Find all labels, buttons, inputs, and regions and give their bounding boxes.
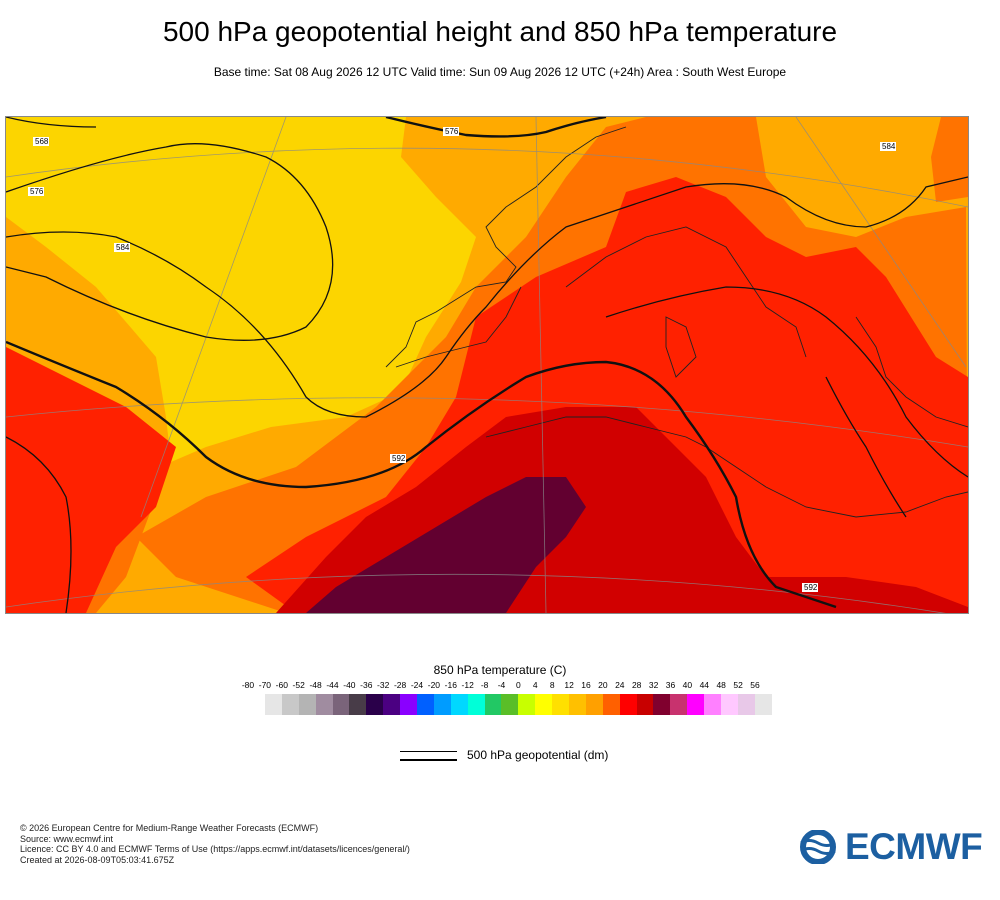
colorbar-tick-label: 8	[549, 680, 555, 690]
colorbar-swatch	[687, 694, 705, 715]
colorbar-swatch	[585, 694, 603, 715]
colorbar-swatch	[298, 694, 316, 715]
ecmwf-logo: ECMWF	[795, 826, 983, 868]
colorbar-tick-label: 24	[615, 680, 625, 690]
colorbar-tick-label: 56	[750, 680, 760, 690]
band-28-32	[6, 347, 176, 613]
ecmwf-logo-icon	[800, 830, 836, 864]
colorbar-tick-label: -52	[292, 680, 305, 690]
contour-label: 576	[445, 127, 459, 136]
colorbar-swatch	[315, 694, 333, 715]
colorbar-tick-label: 52	[733, 680, 743, 690]
chart-subtitle: Base time: Sat 08 Aug 2026 12 UTC Valid …	[213, 65, 787, 79]
contour-label: 592	[392, 454, 406, 463]
colorbar-tick-label: 48	[716, 680, 726, 690]
colorbar-tick-label: -16	[444, 680, 457, 690]
colorbar-swatch	[383, 694, 401, 715]
colorbar-swatch	[349, 694, 367, 715]
colorbar-tick-label: 40	[682, 680, 693, 690]
contour-label: 568	[35, 137, 49, 146]
colorbar-swatch	[754, 694, 772, 715]
colorbar-swatch	[518, 694, 536, 715]
colorbar-swatch	[400, 694, 418, 715]
ecmwf-logo-text: ECMWF	[845, 826, 983, 867]
colorbar-tick-label: -60	[275, 680, 288, 690]
colorbar-swatch	[281, 694, 299, 715]
colorbar-swatch	[602, 694, 620, 715]
colorbar-tick-label: -24	[410, 680, 424, 690]
band-16-20	[6, 117, 476, 462]
colorbar-swatch	[653, 694, 671, 715]
colorbar-swatch	[535, 694, 553, 715]
colorbar-tick-label: 32	[648, 680, 659, 690]
colorbar-tick-label: 12	[564, 680, 574, 690]
colorbar-tick-label: -48	[309, 680, 322, 690]
colorbar-swatch	[619, 694, 637, 715]
contour-label: 584	[882, 142, 896, 151]
footer-credits: © 2026 European Centre for Medium-Range …	[20, 823, 410, 865]
coastlines	[385, 126, 968, 518]
colorbar-swatch	[721, 694, 738, 715]
map-canvas: 568 576 576 584 592 592 584	[6, 117, 968, 613]
colorbar-swatch	[417, 694, 434, 715]
geopotential-legend-label: 500 hPa geopotential (dm)	[467, 748, 609, 762]
colorbar-tick-label: 0	[516, 680, 521, 690]
colorbar-tick-label: -70	[258, 680, 272, 690]
contour-label: 592	[804, 583, 818, 592]
colorbar-tick-label: -12	[461, 680, 474, 690]
colorbar-tick-label: -80	[241, 680, 255, 690]
chart-title: 500 hPa geopotential height and 850 hPa …	[162, 16, 838, 47]
contour-label: 576	[30, 187, 44, 196]
copyright-line: © 2026 European Centre for Medium-Range …	[20, 823, 319, 833]
colorbar-swatch	[501, 694, 519, 715]
colorbar-swatch	[737, 694, 755, 715]
colorbar-tick-label: -4	[497, 680, 506, 690]
source-line: Source: www.ecmwf.int	[20, 833, 114, 844]
colorbar-swatch	[636, 694, 654, 715]
colorbar-swatch	[433, 694, 451, 715]
licence-line: Licence: CC BY 4.0 and ECMWF Terms of Us…	[20, 844, 410, 854]
colorbar-swatch	[366, 694, 384, 715]
band-24-28-ne	[931, 117, 968, 202]
contour-label-group: 568 576 576 584 592 592 584	[28, 127, 896, 592]
colorbar-swatch	[332, 694, 350, 715]
colorbar-tick-label: -20	[427, 680, 441, 690]
colorbar-swatch	[265, 694, 282, 715]
colorbar-tick-label: 44	[699, 680, 710, 690]
geopotential-contours	[6, 117, 968, 613]
colorbar-tick-label: -32	[377, 680, 390, 690]
colorbar-swatch	[670, 694, 688, 715]
temperature-colorbar	[265, 694, 772, 715]
geopotential-line-sample	[400, 748, 457, 762]
colorbar-swatch	[450, 694, 468, 715]
colorbar-tick-label: -8	[480, 680, 489, 690]
colorbar-tick-label: 28	[631, 680, 642, 690]
colorbar-tick-label: -44	[326, 680, 339, 690]
band-36-40	[306, 477, 586, 613]
colorbar-swatch	[484, 694, 502, 715]
weather-map: 568 576 576 584 592 592 584	[5, 116, 969, 614]
colorbar-swatch	[704, 694, 722, 715]
colorbar-swatch	[569, 694, 586, 715]
geopotential-legend: 500 hPa geopotential (dm)	[400, 748, 608, 762]
colorbar-tick-label: -28	[393, 680, 407, 690]
colorbar-tick-label: -40	[343, 680, 356, 690]
colorbar-tick-label: 20	[598, 680, 608, 690]
colorbar-swatch	[467, 694, 485, 715]
colorbar-tick-label: 16	[581, 680, 591, 690]
created-line: Created at 2026-08-09T05:03:41.675Z	[20, 854, 175, 865]
colorbar-tick-label: -36	[360, 680, 373, 690]
temperature-ticks: -80 -70 -60 -52 -48 -44 -40 -36 -32 -28 -24 -20 -16-…	[0, 680, 1000, 692]
contour-label: 584	[116, 243, 130, 252]
colorbar-swatch	[552, 694, 570, 715]
temperature-legend-title: 850 hPa temperature (C)	[433, 663, 567, 677]
colorbar-tick-label: 4	[532, 680, 538, 690]
colorbar-tick-label: 36	[665, 680, 676, 690]
